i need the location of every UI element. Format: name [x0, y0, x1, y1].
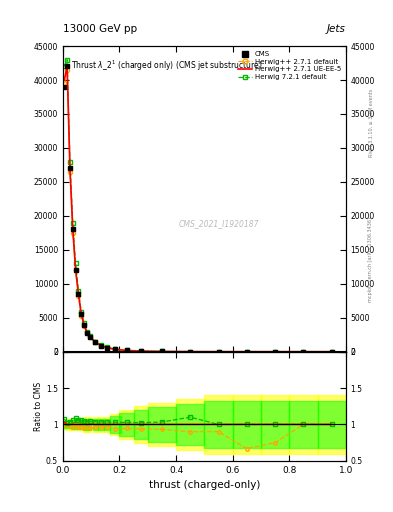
Text: CMS_2021_I1920187: CMS_2021_I1920187	[178, 219, 259, 228]
Text: Jets: Jets	[327, 24, 346, 34]
Y-axis label: Ratio to CMS: Ratio to CMS	[34, 381, 43, 431]
Legend: CMS, Herwig++ 2.7.1 default, Herwig++ 2.7.1 UE-EE-5, Herwig 7.2.1 default: CMS, Herwig++ 2.7.1 default, Herwig++ 2.…	[237, 50, 342, 81]
Text: mcplots.cern.ch [arXiv:1306.3436]: mcplots.cern.ch [arXiv:1306.3436]	[369, 218, 373, 303]
Text: Rivet 3.1.10, ≥ 3.3M events: Rivet 3.1.10, ≥ 3.3M events	[369, 89, 373, 157]
Text: 13000 GeV pp: 13000 GeV pp	[63, 24, 137, 34]
X-axis label: thrust (charged-only): thrust (charged-only)	[149, 480, 260, 490]
Text: Thrust $\lambda\_2^1$ (charged only) (CMS jet substructure): Thrust $\lambda\_2^1$ (charged only) (CM…	[72, 58, 263, 73]
